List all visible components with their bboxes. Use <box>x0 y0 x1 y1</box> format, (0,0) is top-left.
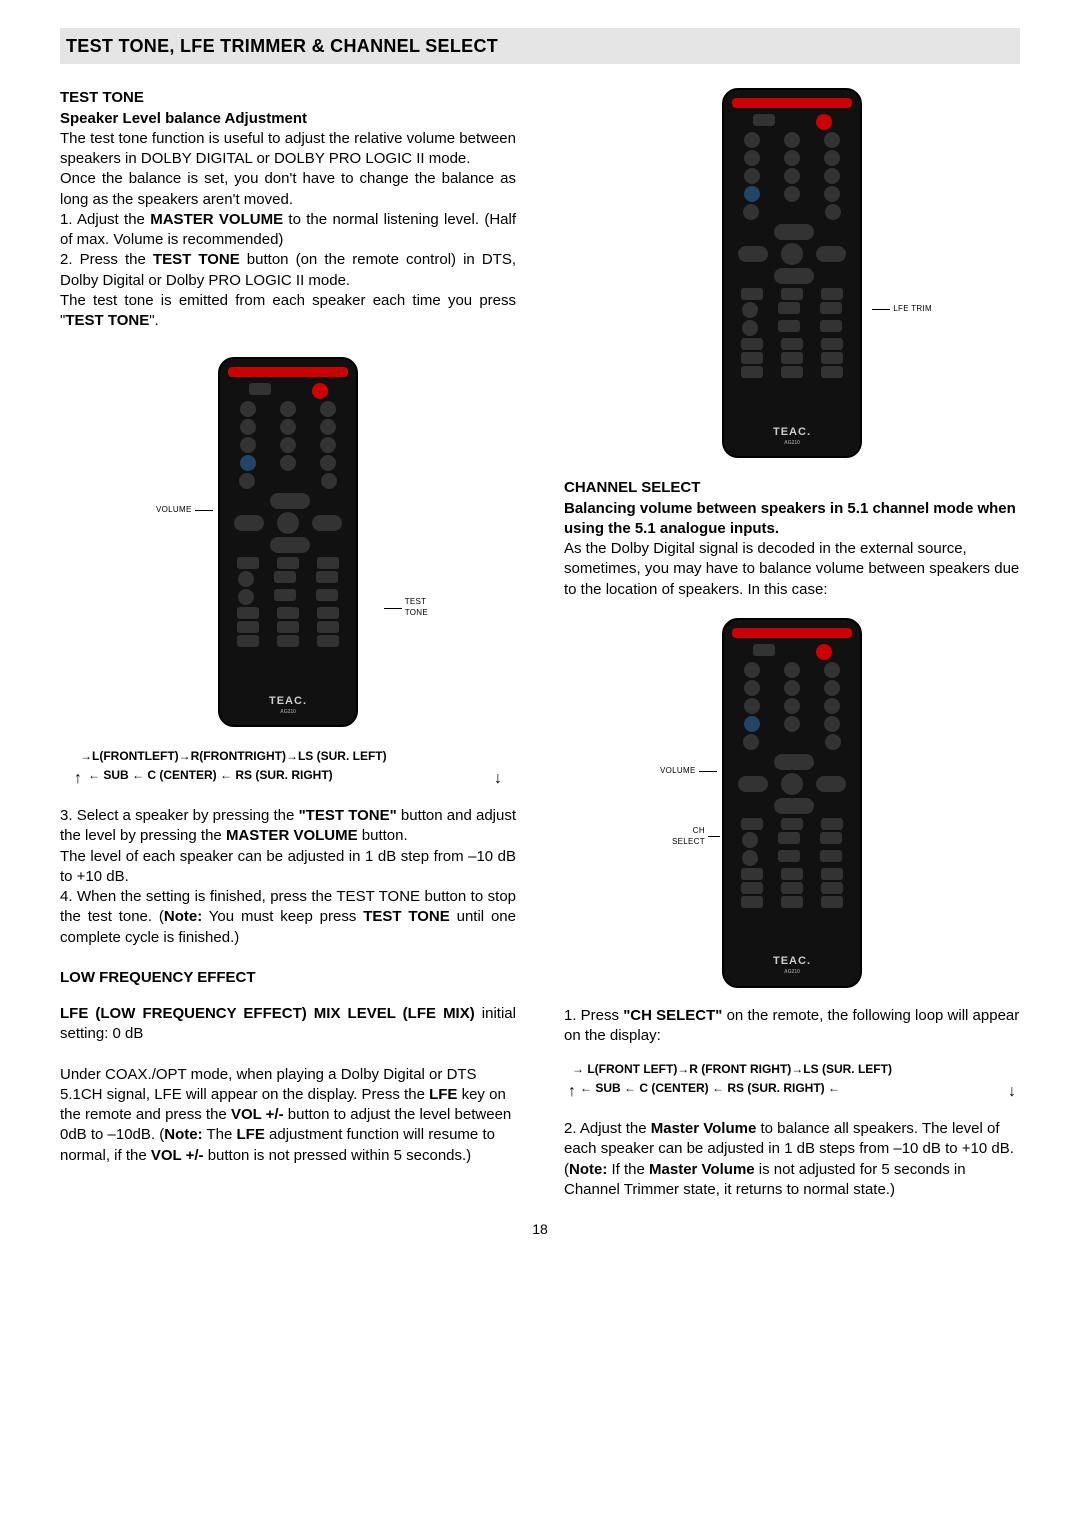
step-4: 4. When the setting is finished, press t… <box>60 887 516 948</box>
intro-para-2: Once the balance is set, you don't have … <box>60 169 516 210</box>
text-bold: MASTER VOLUME <box>226 827 358 844</box>
label-volume: VOLUME <box>660 766 720 777</box>
cycle-top-row: → L(FRONT LEFT)→R (FRONT RIGHT)→LS (SUR.… <box>564 1060 1020 1079</box>
step-3-note: The level of each speaker can be adjuste… <box>60 847 516 888</box>
para-emitted: The test tone is emitted from each speak… <box>60 291 516 332</box>
step-1: 1. Adjust the MASTER VOLUME to the norma… <box>60 210 516 251</box>
text: If the <box>607 1161 649 1178</box>
text: 2. Adjust the <box>564 1120 651 1137</box>
label-lfe-trim: LFE TRIM <box>869 304 932 315</box>
text-bold: Master Volume <box>649 1161 755 1178</box>
text-bold: VOL +/- <box>231 1106 284 1123</box>
text: 3. Select a speaker by pressing the <box>60 807 299 824</box>
brand-text: TEAC. <box>773 955 811 967</box>
arrow-down-icon: ↓ <box>494 766 502 792</box>
text: The <box>203 1126 237 1143</box>
label-text: VOLUME <box>660 766 696 777</box>
brand-model: AG210 <box>220 709 356 716</box>
label-text: TEST TONE <box>405 597 428 619</box>
remote-figure-lfe: LFE TRIM <box>682 88 902 458</box>
text: button is not pressed within 5 seconds.) <box>204 1147 472 1164</box>
remote-body: TEAC. AG210 <box>218 357 358 727</box>
text: ". <box>149 312 159 329</box>
remote-brand: TEAC. AG210 <box>724 954 860 976</box>
lfe-title: LOW FREQUENCY EFFECT <box>60 968 516 988</box>
text-bold: LFE <box>237 1126 265 1143</box>
lfe-mix-heading: LFE (LOW FREQUENCY EFFECT) MIX LEVEL (LF… <box>60 1004 516 1045</box>
left-column: TEST TONE Speaker Level balance Adjustme… <box>60 88 516 1200</box>
content-columns: TEST TONE Speaker Level balance Adjustme… <box>60 88 1020 1200</box>
cycle-bottom-row: ← SUB ← C (CENTER) ← RS (SUR. RIGHT) <box>82 766 494 792</box>
power-button-icon <box>312 383 328 399</box>
text-bold: Note: <box>569 1161 607 1178</box>
remote-body: TEAC. AG210 <box>722 618 862 988</box>
ch-step-1: 1. Press "CH SELECT" on the remote, the … <box>564 1006 1020 1047</box>
channel-select-title: CHANNEL SELECT <box>564 478 1020 498</box>
channel-select-para: As the Dolby Digital signal is decoded i… <box>564 539 1020 600</box>
remote-ir-bar <box>732 98 852 108</box>
text-bold: TEST TONE <box>65 312 149 329</box>
text-bold: "TEST TONE" <box>299 807 397 824</box>
speaker-level-title: Speaker Level balance Adjustment <box>60 109 516 129</box>
power-button-icon <box>816 644 832 660</box>
text-bold: "CH SELECT" <box>623 1007 722 1024</box>
remote-figure-test-tone: VOLUME TEST TONE <box>178 357 398 727</box>
label-volume: VOLUME <box>156 505 216 516</box>
text: You must keep press <box>202 908 363 925</box>
label-text: LFE TRIM <box>893 304 932 315</box>
text: 2. Press the <box>60 251 153 268</box>
label-ch-select: CH SELECT <box>672 826 723 848</box>
cycle-bottom-row: ← SUB ← C (CENTER) ← RS (SUR. RIGHT) ← <box>576 1079 1008 1105</box>
brand-text: TEAC. <box>269 695 307 707</box>
text-bold: Note: <box>164 908 202 925</box>
brand-text: TEAC. <box>773 426 811 438</box>
step-2: 2. Press the TEST TONE button (on the re… <box>60 250 516 291</box>
brand-model: AG210 <box>724 969 860 976</box>
remote-ir-bar <box>228 367 348 377</box>
text-bold: VOL +/- <box>151 1147 204 1164</box>
intro-para-1: The test tone function is useful to adju… <box>60 129 516 170</box>
remote-brand: TEAC. AG210 <box>724 425 860 447</box>
text-bold: LFE (LOW FREQUENCY EFFECT) MIX LEVEL (LF… <box>60 1005 475 1022</box>
label-text: CH SELECT <box>672 826 705 848</box>
text: 1. Adjust the <box>60 211 150 228</box>
remote-body: TEAC. AG210 <box>722 88 862 458</box>
page-number: 18 <box>60 1220 1020 1239</box>
text-bold: Note: <box>164 1126 202 1143</box>
text: 1. Press <box>564 1007 623 1024</box>
text: Under COAX./OPT mode, when playing a Dol… <box>60 1066 477 1103</box>
cycle-top-row: →L(FRONTLEFT)→R(FRONTRIGHT)→LS (SUR. LEF… <box>60 747 516 766</box>
text-bold: LFE <box>429 1086 457 1103</box>
text-bold: TEST TONE <box>153 251 240 268</box>
arrow-down-icon: ↓ <box>1008 1079 1016 1105</box>
test-tone-title: TEST TONE <box>60 88 516 108</box>
brand-model: AG210 <box>724 440 860 447</box>
speaker-cycle-diagram-2: → L(FRONT LEFT)→R (FRONT RIGHT)→LS (SUR.… <box>564 1060 1020 1105</box>
text-bold: TEST TONE <box>363 908 450 925</box>
remote-brand: TEAC. AG210 <box>220 694 356 716</box>
power-button-icon <box>816 114 832 130</box>
right-column: LFE TRIM <box>564 88 1020 1200</box>
arrow-up-icon: ↑ <box>568 1079 576 1105</box>
text-bold: MASTER VOLUME <box>150 211 283 228</box>
step-3: 3. Select a speaker by pressing the "TES… <box>60 806 516 847</box>
label-test-tone: TEST TONE <box>381 597 428 619</box>
remote-ir-bar <box>732 628 852 638</box>
text: button. <box>358 827 408 844</box>
label-text: VOLUME <box>156 505 192 516</box>
speaker-cycle-diagram: →L(FRONTLEFT)→R(FRONTRIGHT)→LS (SUR. LEF… <box>60 747 516 792</box>
text-bold: Master Volume <box>651 1120 757 1137</box>
arrow-up-icon: ↑ <box>74 766 82 792</box>
remote-figure-ch-select: VOLUME CH SELECT <box>682 618 902 988</box>
ch-note: (Note: If the Master Volume is not adjus… <box>564 1160 1020 1201</box>
ch-step-2: 2. Adjust the Master Volume to balance a… <box>564 1119 1020 1160</box>
section-header: TEST TONE, LFE TRIMMER & CHANNEL SELECT <box>60 28 1020 64</box>
channel-select-subtitle: Balancing volume between speakers in 5.1… <box>564 499 1020 540</box>
lfe-para: Under COAX./OPT mode, when playing a Dol… <box>60 1065 516 1166</box>
